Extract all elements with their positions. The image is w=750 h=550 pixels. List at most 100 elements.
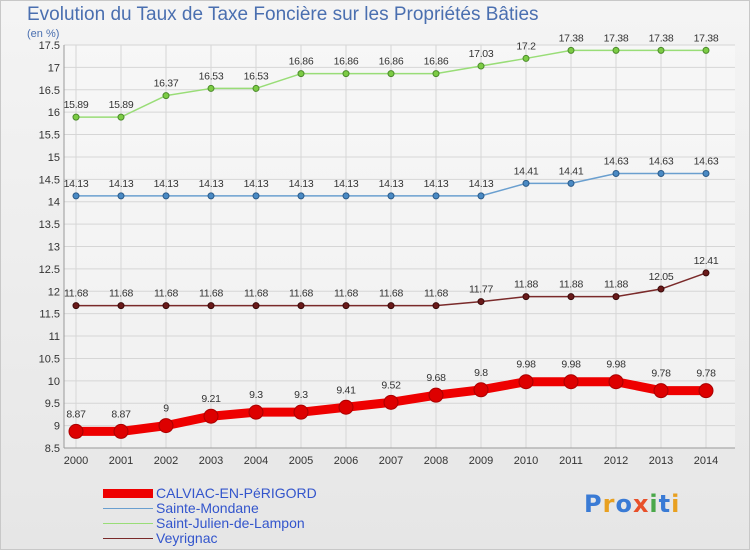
data-label: 8.87 bbox=[111, 408, 131, 420]
x-tick-label: 2001 bbox=[109, 455, 133, 467]
data-point bbox=[432, 192, 440, 200]
data-point bbox=[248, 404, 264, 420]
data-point bbox=[612, 293, 620, 301]
data-label: 9.98 bbox=[561, 359, 581, 371]
data-point bbox=[698, 383, 714, 399]
y-tick-label: 14.5 bbox=[39, 174, 60, 186]
data-point bbox=[252, 84, 260, 92]
data-label: 11.68 bbox=[199, 288, 223, 300]
legend-label: Saint-Julien-de-Lampon bbox=[156, 515, 305, 531]
data-point bbox=[432, 302, 440, 310]
data-point bbox=[113, 423, 129, 439]
data-label: 16.86 bbox=[379, 56, 404, 68]
data-label: 11.68 bbox=[334, 288, 358, 300]
x-tick-label: 2011 bbox=[559, 455, 583, 467]
y-tick-label: 17 bbox=[48, 62, 60, 74]
y-tick-label: 16.5 bbox=[39, 85, 60, 97]
data-point bbox=[162, 302, 170, 310]
data-label: 16.53 bbox=[199, 70, 224, 82]
x-tick-label: 2004 bbox=[244, 455, 268, 467]
data-label: 9.21 bbox=[201, 393, 221, 405]
legend-swatch bbox=[103, 522, 153, 525]
data-label: 14.63 bbox=[649, 156, 674, 168]
data-label: 9 bbox=[163, 403, 169, 415]
data-label: 9.3 bbox=[249, 389, 263, 401]
data-label: 17.38 bbox=[559, 32, 584, 44]
data-label: 16.37 bbox=[154, 78, 179, 90]
data-point bbox=[158, 418, 174, 434]
data-label: 11.68 bbox=[244, 288, 268, 300]
data-point bbox=[567, 46, 575, 54]
data-point bbox=[702, 46, 710, 54]
data-label: 11.88 bbox=[604, 279, 628, 291]
data-point bbox=[653, 383, 669, 399]
data-label: 14.13 bbox=[424, 178, 449, 190]
y-tick-label: 10.5 bbox=[39, 353, 60, 365]
data-point bbox=[563, 374, 579, 390]
data-point bbox=[342, 192, 350, 200]
data-point bbox=[207, 192, 215, 200]
data-label: 14.41 bbox=[514, 165, 539, 177]
y-tick-label: 11 bbox=[49, 331, 60, 343]
data-point bbox=[522, 54, 530, 62]
data-label: 15.89 bbox=[109, 99, 134, 111]
data-point bbox=[387, 192, 395, 200]
logo-letter: i bbox=[671, 490, 681, 518]
data-point bbox=[612, 170, 620, 178]
x-tick-label: 2003 bbox=[199, 455, 223, 467]
data-point bbox=[608, 374, 624, 390]
y-tick-label: 13 bbox=[48, 242, 60, 254]
data-point bbox=[657, 170, 665, 178]
legend-label: Veyrignac bbox=[156, 530, 218, 546]
x-tick-label: 2002 bbox=[154, 455, 178, 467]
data-point bbox=[252, 192, 260, 200]
data-label: 14.63 bbox=[604, 156, 629, 168]
legend-item: Saint-Julien-de-Lampon bbox=[103, 516, 317, 531]
data-label: 9.78 bbox=[651, 368, 671, 380]
data-label: 14.41 bbox=[559, 165, 584, 177]
data-point bbox=[657, 46, 665, 54]
data-label: 14.13 bbox=[469, 178, 494, 190]
data-label: 12.05 bbox=[649, 271, 674, 283]
data-label: 17.2 bbox=[516, 40, 536, 52]
x-tick-label: 2000 bbox=[64, 455, 88, 467]
data-point bbox=[522, 179, 530, 187]
legend-swatch bbox=[103, 507, 153, 510]
data-label: 14.13 bbox=[154, 178, 179, 190]
data-label: 11.68 bbox=[424, 288, 448, 300]
x-tick-label: 2012 bbox=[604, 455, 628, 467]
x-tick-label: 2014 bbox=[694, 455, 718, 467]
data-point bbox=[297, 302, 305, 310]
data-label: 16.53 bbox=[244, 70, 269, 82]
data-label: 11.68 bbox=[289, 288, 313, 300]
logo-letter: P bbox=[584, 490, 603, 518]
data-point bbox=[162, 92, 170, 100]
x-tick-label: 2013 bbox=[649, 455, 673, 467]
data-label: 17.38 bbox=[649, 32, 674, 44]
data-label: 11.68 bbox=[64, 288, 88, 300]
logo-letter: r bbox=[602, 490, 616, 518]
data-label: 14.13 bbox=[109, 178, 134, 190]
x-tick-label: 2009 bbox=[469, 455, 493, 467]
chart-title: Evolution du Taux de Taxe Foncière sur l… bbox=[27, 4, 539, 25]
y-tick-label: 16 bbox=[48, 107, 60, 119]
data-point bbox=[518, 374, 534, 390]
data-label: 9.8 bbox=[474, 367, 488, 379]
data-label: 17.38 bbox=[604, 32, 629, 44]
y-tick-label: 15 bbox=[48, 152, 60, 164]
data-point bbox=[207, 302, 215, 310]
data-point bbox=[117, 302, 125, 310]
data-point bbox=[702, 269, 710, 277]
x-tick-label: 2006 bbox=[334, 455, 358, 467]
y-tick-label: 12.5 bbox=[39, 264, 60, 276]
data-label: 16.86 bbox=[424, 56, 449, 68]
y-tick-label: 9 bbox=[54, 421, 60, 433]
data-point bbox=[342, 302, 350, 310]
data-point bbox=[477, 298, 485, 306]
logo-letter: o bbox=[615, 490, 633, 518]
x-tick-label: 2010 bbox=[514, 455, 538, 467]
y-tick-label: 13.5 bbox=[39, 219, 60, 231]
data-label: 17.03 bbox=[469, 48, 494, 60]
data-point bbox=[68, 423, 84, 439]
